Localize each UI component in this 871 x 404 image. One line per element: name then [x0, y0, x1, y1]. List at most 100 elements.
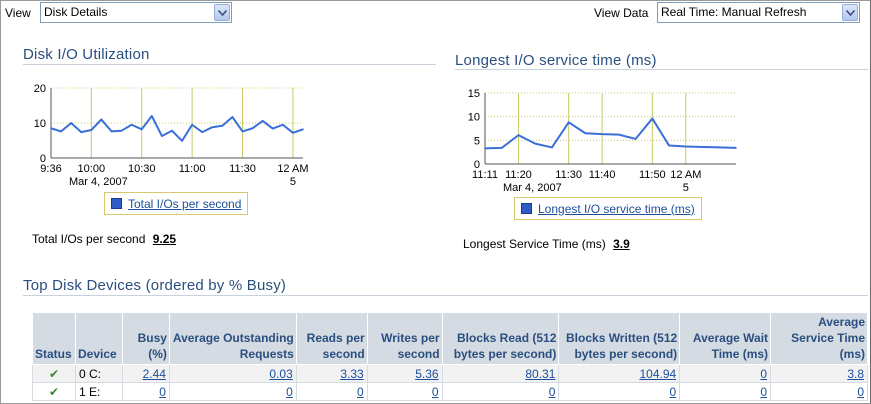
avg-service-link[interactable]: 0: [857, 384, 864, 399]
view-select-value: Disk Details: [44, 5, 108, 19]
status-ok-icon: ✔: [32, 364, 76, 383]
table-row: ✔ 1 E: 0 0 0 0 0 0 0 0: [32, 382, 868, 401]
view-data-select[interactable]: Real Time: Manual Refresh: [657, 2, 860, 23]
data-point: [618, 133, 620, 136]
col-avg-wait: Average Wait Time (ms): [679, 312, 772, 365]
table-header-row: Status Device Busy (%) Average Outstandi…: [32, 312, 868, 365]
service-stat-value: 3.9: [613, 237, 630, 251]
table-row: ✔ 0 C: 2.44 0.03 3.33 5.36 80.31 104.94 …: [32, 364, 868, 383]
data-point: [120, 129, 123, 132]
chevron-down-icon[interactable]: [842, 4, 858, 21]
avg-outstanding-link[interactable]: 0: [286, 384, 293, 399]
col-avg-service: Average Service Time (ms): [770, 312, 868, 365]
data-point: [685, 145, 687, 148]
blocks-read-link[interactable]: 80.31: [525, 366, 556, 381]
y-tick-label: 0: [474, 159, 480, 171]
blocks-written-link[interactable]: 104.94: [639, 366, 677, 381]
view-data-select-value: Real Time: Manual Refresh: [661, 5, 807, 19]
col-writes: Writes per second: [366, 312, 443, 365]
data-point: [231, 116, 234, 118]
series-line: [50, 115, 304, 142]
data-point: [221, 125, 224, 127]
x-tick-label: 9:36: [40, 163, 61, 175]
util-stat-label: Total I/Os per second: [32, 232, 146, 246]
data-point: [302, 128, 304, 131]
service-legend-link[interactable]: Longest I/O service time (ms): [538, 201, 695, 216]
legend-swatch: [521, 203, 532, 214]
devices-table: Status Device Busy (%) Average Outstandi…: [32, 312, 868, 401]
x-sub-label: 5: [683, 182, 689, 194]
col-blocks-written: Blocks Written (512 bytes per second): [558, 312, 681, 365]
util-line-chart: 0 10 20 9:36 10:00 10:30 11:00 11:30 12 AM Mar 4,…: [34, 83, 309, 188]
y-tick-label: 15: [468, 88, 480, 100]
data-point: [171, 129, 173, 132]
blocks-written-link[interactable]: 0: [669, 384, 677, 399]
data-point: [651, 117, 654, 120]
view-label: View: [5, 6, 31, 20]
service-chart-divider: [455, 69, 868, 70]
data-point: [80, 131, 83, 133]
devices-divider: [23, 295, 868, 296]
avg-wait-link[interactable]: 0: [760, 366, 768, 381]
data-point: [251, 127, 254, 130]
util-legend-link[interactable]: Total I/Os per second: [128, 196, 242, 211]
col-device: Device: [74, 312, 123, 365]
data-point: [584, 132, 587, 135]
x-tick-label: 10:00: [78, 163, 106, 175]
data-point: [191, 123, 193, 126]
x-tick-label: 11:30: [229, 163, 256, 175]
data-point: [292, 132, 294, 134]
devices-title: Top Disk Devices (ordered by % Busy): [23, 277, 287, 294]
data-point: [271, 127, 274, 130]
data-point: [50, 127, 52, 130]
data-point: [261, 120, 264, 122]
data-point: [181, 140, 183, 142]
view-select[interactable]: Disk Details: [40, 2, 232, 23]
blocks-read-link[interactable]: 0: [548, 384, 556, 399]
x-tick-label: 11:30: [555, 169, 582, 181]
reads-link[interactable]: 0: [357, 384, 364, 399]
status-ok-icon: ✔: [32, 382, 76, 401]
busy-link[interactable]: 0: [159, 384, 166, 399]
data-point: [534, 142, 536, 145]
data-point: [718, 146, 721, 149]
data-point: [151, 115, 153, 117]
x-date-label: Mar 4, 2007: [503, 182, 562, 194]
data-point: [282, 123, 284, 126]
data-point: [201, 131, 203, 133]
writes-link[interactable]: 5.36: [415, 366, 439, 381]
data-point: [567, 121, 570, 124]
avg-outstanding-link[interactable]: 0.03: [269, 366, 293, 381]
service-legend: Longest I/O service time (ms): [514, 197, 702, 220]
y-tick-label: 20: [34, 83, 46, 95]
col-reads: Reads per second: [295, 312, 368, 365]
x-sub-label: 5: [290, 176, 296, 188]
data-point: [551, 146, 553, 149]
data-point: [130, 123, 133, 126]
data-point: [161, 135, 163, 137]
data-point: [517, 134, 520, 136]
data-point: [241, 130, 244, 133]
data-point: [500, 147, 503, 149]
y-tick-label: 10: [468, 112, 480, 124]
reads-link[interactable]: 3.33: [340, 366, 364, 381]
avg-service-link[interactable]: 3.8: [847, 366, 864, 381]
x-tick-label: 11:40: [589, 169, 616, 181]
data-point: [110, 130, 113, 133]
chevron-down-icon[interactable]: [214, 4, 230, 21]
x-tick-label: 11:50: [639, 169, 666, 181]
data-point: [735, 147, 737, 149]
y-tick-label: 0: [40, 153, 46, 165]
service-stat-label: Longest Service Time (ms): [463, 237, 606, 251]
util-stat-value: 9.25: [152, 232, 177, 246]
data-point: [634, 138, 637, 140]
writes-link[interactable]: 0: [431, 384, 439, 399]
busy-link[interactable]: 2.44: [142, 366, 166, 381]
y-tick-label: 10: [34, 118, 46, 130]
avg-wait-link[interactable]: 0: [760, 384, 768, 399]
legend-swatch: [111, 198, 122, 209]
data-point: [484, 147, 486, 150]
data-point: [701, 146, 704, 148]
data-point: [601, 133, 603, 135]
x-date-label: Mar 4, 2007: [69, 176, 128, 188]
